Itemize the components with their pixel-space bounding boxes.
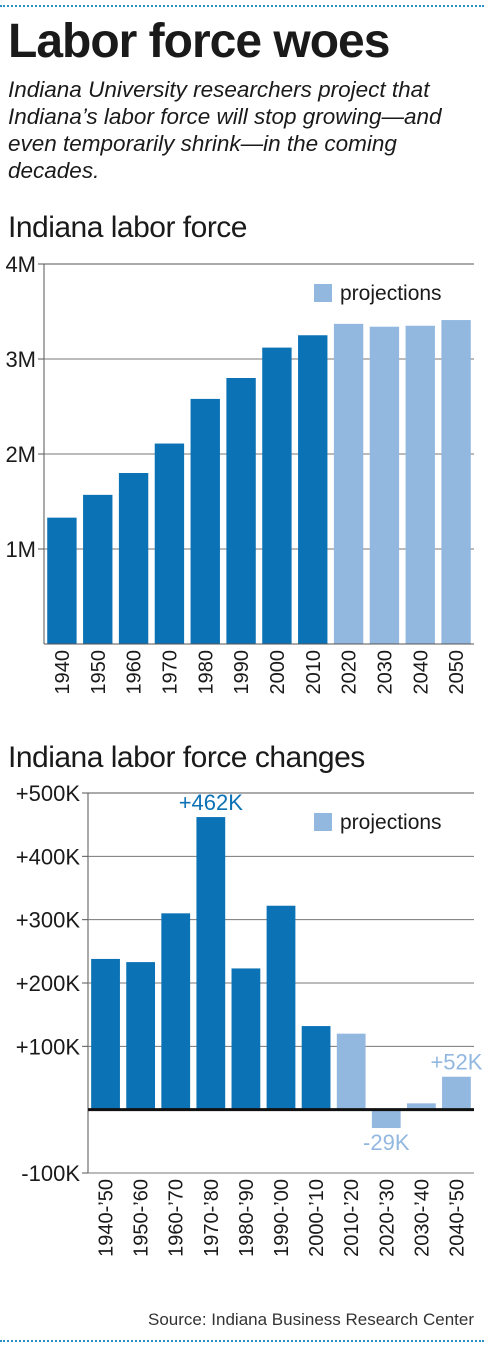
bar-2030	[369, 326, 400, 644]
headline: Labor force woes	[8, 15, 390, 68]
bar-2000	[262, 347, 292, 644]
x-category-label: 2020	[339, 650, 361, 695]
bar-1960	[118, 473, 149, 644]
bar-2020	[333, 323, 364, 644]
legend-label: projections	[340, 811, 442, 834]
bar-2020-’30	[371, 1109, 401, 1129]
x-category-label: 2030	[374, 650, 396, 695]
x-category-label: 2040	[410, 650, 432, 695]
x-category-label: 1990-’00	[271, 1179, 293, 1257]
x-category-label: 2010-’20	[341, 1179, 363, 1257]
y-tick-label: -100K	[21, 1161, 80, 1186]
legend: projections	[304, 276, 464, 310]
bar-2000-’10	[301, 1026, 331, 1110]
x-category-label: 1980-’90	[236, 1179, 258, 1257]
legend: projections	[304, 805, 464, 839]
y-tick-label: 2M	[5, 442, 36, 467]
bar-2030-’40	[406, 1103, 436, 1110]
bar-1970-’80	[196, 817, 226, 1110]
x-category-label: 1940-’50	[96, 1179, 118, 1257]
y-tick-label: 3M	[5, 347, 36, 372]
x-category-label: 1960	[124, 650, 146, 695]
data-label: +52K	[430, 1050, 482, 1075]
bar-2010-’20	[336, 1033, 366, 1110]
x-category-label: 1980	[195, 650, 217, 695]
x-category-label: 2050	[446, 650, 468, 695]
bar-2040-’50	[442, 1076, 471, 1110]
x-category-label: 2000-’10	[306, 1179, 328, 1257]
y-tick-label: +500K	[16, 781, 81, 806]
x-category-label: 1950-’60	[131, 1179, 153, 1257]
y-tick-label: +300K	[16, 908, 81, 933]
x-category-label: 1950	[88, 650, 110, 695]
y-tick-label: 1M	[5, 537, 36, 562]
x-category-label: 1970-’80	[201, 1179, 223, 1257]
y-tick-label: 4M	[5, 252, 36, 277]
x-category-label: 2010	[303, 650, 325, 695]
bar-1980	[190, 398, 220, 644]
bar-1970	[154, 443, 185, 644]
legend-swatch	[314, 813, 332, 831]
x-category-label: 2030-’40	[411, 1179, 433, 1257]
data-label: -29K	[363, 1130, 410, 1155]
chart2-title: Indiana labor force changes	[8, 741, 365, 774]
bar-1990	[226, 378, 256, 644]
bar-1950	[83, 494, 113, 644]
chart1-title: Indiana labor force	[8, 211, 248, 244]
x-category-label: 2000	[267, 650, 289, 695]
legend-label: projections	[340, 282, 442, 305]
bar-1940-’50	[91, 958, 120, 1110]
legend-swatch	[314, 284, 332, 302]
bar-1960-’70	[161, 913, 191, 1110]
bar-2050	[441, 320, 471, 644]
dek: Indiana University researchers project t…	[8, 77, 442, 183]
bar-1980-’90	[231, 968, 261, 1110]
top-rule	[0, 5, 484, 7]
x-category-label: 1970	[159, 650, 181, 695]
bar-2010	[298, 335, 328, 644]
data-label: +462K	[179, 790, 244, 815]
bar-1990-’00	[266, 905, 296, 1110]
x-category-label: 1960-’70	[166, 1179, 188, 1257]
bar-1950-’60	[126, 962, 156, 1110]
bar-1940	[47, 517, 77, 644]
source-note: Source: Indiana Business Research Center	[147, 1310, 474, 1329]
x-category-label: 1940	[52, 650, 74, 695]
y-tick-label: +100K	[16, 1034, 81, 1059]
x-category-label: 2020-’30	[376, 1179, 398, 1257]
labor-force-chart: 1M 2M 3M 4M 1940 1950 1960 1970 1980 1990 2000 2010…	[5, 252, 474, 695]
y-tick-label: +400K	[16, 844, 81, 869]
x-category-label: 2040-’50	[446, 1179, 468, 1257]
x-category-label: 1990	[231, 650, 253, 695]
labor-force-changes-chart: -100K +100K +200K +300K +400K +500K 1940-’50 19…	[16, 781, 483, 1257]
y-tick-label: +200K	[16, 971, 81, 996]
bottom-rule	[0, 1340, 484, 1342]
bar-2040	[405, 325, 435, 644]
